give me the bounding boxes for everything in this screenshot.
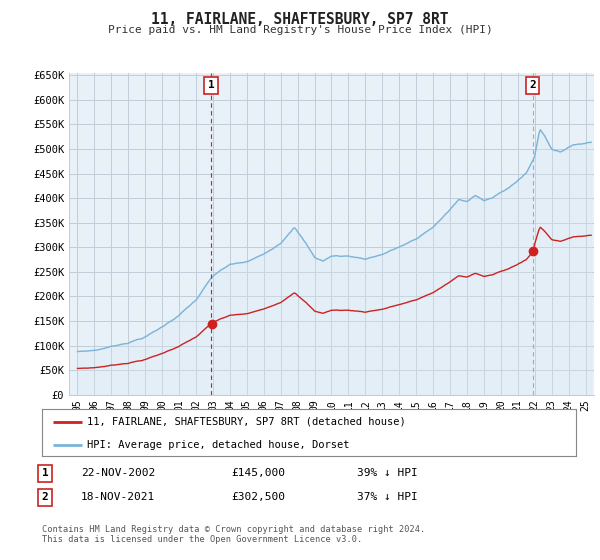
Text: Price paid vs. HM Land Registry's House Price Index (HPI): Price paid vs. HM Land Registry's House … [107,25,493,35]
Text: Contains HM Land Registry data © Crown copyright and database right 2024.
This d: Contains HM Land Registry data © Crown c… [42,525,425,544]
Text: HPI: Average price, detached house, Dorset: HPI: Average price, detached house, Dors… [88,440,350,450]
Text: 37% ↓ HPI: 37% ↓ HPI [357,492,418,502]
Text: 1: 1 [208,80,214,90]
Text: 2: 2 [529,80,536,90]
Text: 39% ↓ HPI: 39% ↓ HPI [357,468,418,478]
Text: £145,000: £145,000 [231,468,285,478]
Text: 1: 1 [41,468,49,478]
Text: £302,500: £302,500 [231,492,285,502]
Text: 22-NOV-2002: 22-NOV-2002 [81,468,155,478]
Text: 18-NOV-2021: 18-NOV-2021 [81,492,155,502]
Text: 11, FAIRLANE, SHAFTESBURY, SP7 8RT: 11, FAIRLANE, SHAFTESBURY, SP7 8RT [151,12,449,27]
Text: 11, FAIRLANE, SHAFTESBURY, SP7 8RT (detached house): 11, FAIRLANE, SHAFTESBURY, SP7 8RT (deta… [88,417,406,427]
Text: 2: 2 [41,492,49,502]
